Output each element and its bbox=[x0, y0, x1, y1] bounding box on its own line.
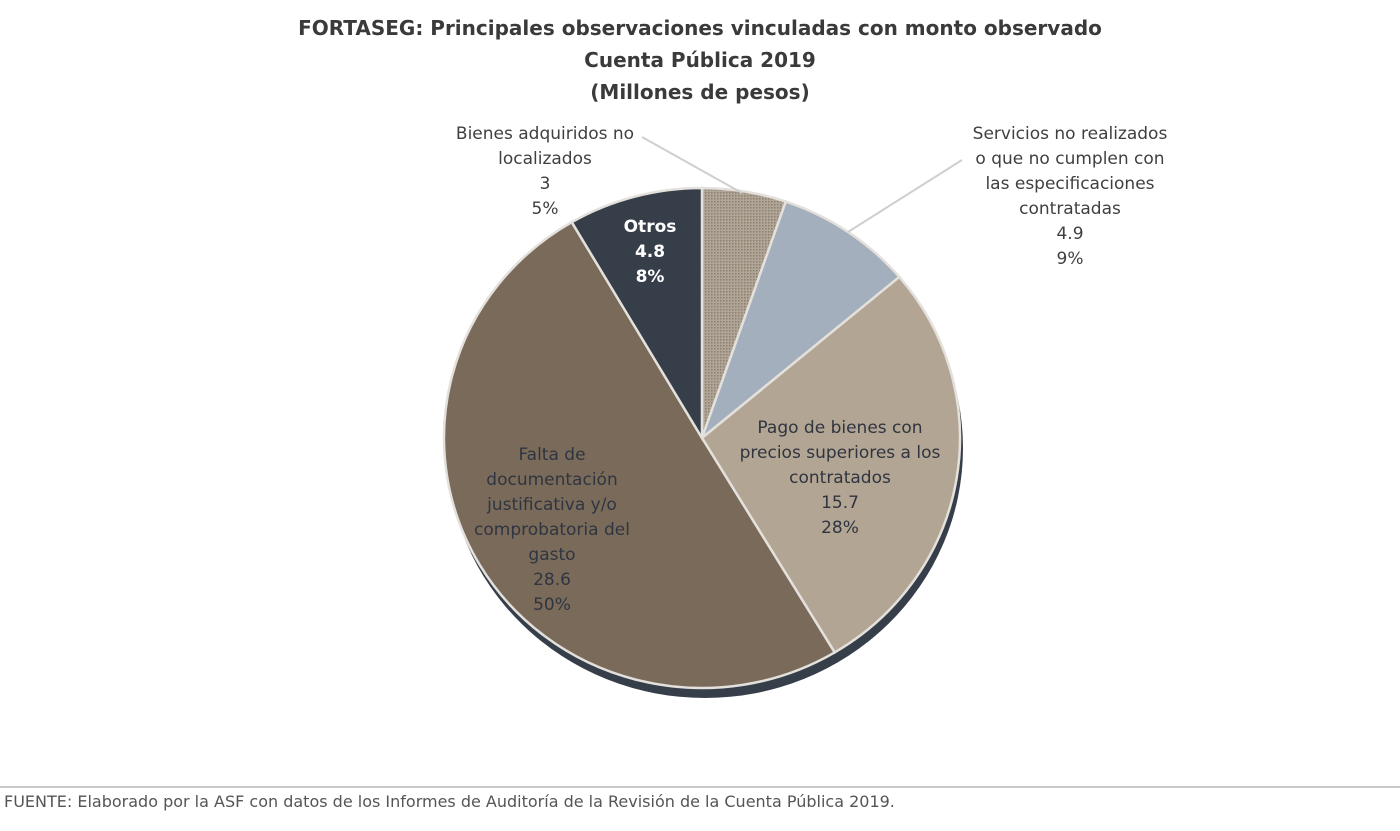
leader-line-bienes bbox=[641, 136, 743, 194]
source-note: FUENTE: Elaborado por la ASF con datos d… bbox=[4, 792, 895, 811]
pie-slice-4 bbox=[570, 186, 704, 443]
label-falta: Falta de documentación justificativa y/o c… bbox=[474, 445, 630, 615]
pie-slice-1 bbox=[699, 199, 902, 442]
footer-divider bbox=[0, 786, 1400, 788]
leader-line-servicios bbox=[847, 159, 963, 233]
label-servicios: Servicios no realizados o que no cumplen … bbox=[972, 124, 1168, 269]
pie-slice-3 bbox=[442, 220, 837, 690]
pie-slice-2 bbox=[700, 275, 962, 655]
label-pago: Pago de bienes con precios superiores a l… bbox=[739, 418, 941, 538]
title-line-2: Cuenta Pública 2019 bbox=[584, 48, 816, 72]
chart-title: FORTASEG: Principales observaciones vinc… bbox=[0, 12, 1400, 108]
label-otros: Otros 4.8 8% bbox=[623, 217, 677, 287]
title-line-3: (Millones de pesos) bbox=[590, 80, 810, 104]
title-line-1: FORTASEG: Principales observaciones vinc… bbox=[298, 16, 1102, 40]
label-bienes: Bienes adquiridos no localizados 3 5% bbox=[455, 124, 635, 219]
